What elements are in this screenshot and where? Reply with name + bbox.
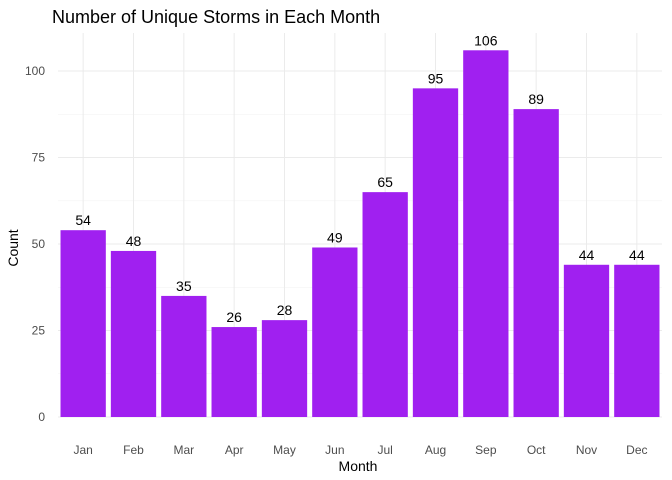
x-tick-label-apr: Apr <box>225 443 244 457</box>
bar-apr <box>211 327 257 417</box>
value-label-jan: 54 <box>75 212 91 228</box>
x-tick-label-may: May <box>273 443 296 457</box>
x-tick-label-jan: Jan <box>73 443 92 457</box>
x-axis-title: Month <box>339 458 378 474</box>
x-tick-label-aug: Aug <box>425 443 446 457</box>
x-tick-label-jul: Jul <box>377 443 392 457</box>
x-tick-label-dec: Dec <box>626 443 647 457</box>
bar-jun <box>312 247 358 417</box>
bar-jul <box>362 192 408 417</box>
y-axis-ticks: 0 25 50 75 100 <box>25 64 45 424</box>
value-labels: 54 48 35 26 28 49 65 95 106 89 44 44 <box>75 32 644 325</box>
bar-may <box>261 320 308 417</box>
value-label-nov: 44 <box>579 247 595 263</box>
y-tick-label: 0 <box>38 410 45 424</box>
x-tick-label-sep: Sep <box>475 443 497 457</box>
value-label-feb: 48 <box>126 233 142 249</box>
bar-nov <box>563 264 610 417</box>
value-label-oct: 89 <box>528 91 544 107</box>
value-label-dec: 44 <box>629 247 645 263</box>
value-label-sep: 106 <box>474 32 498 48</box>
x-tick-label-mar: Mar <box>173 443 194 457</box>
x-tick-label-nov: Nov <box>576 443 597 457</box>
y-tick-label: 50 <box>32 237 46 251</box>
bar-sep <box>463 50 509 417</box>
chart-title: Number of Unique Storms in Each Month <box>52 7 380 27</box>
bar-jan <box>60 230 106 417</box>
bar-dec <box>614 264 660 417</box>
value-label-aug: 95 <box>428 70 444 86</box>
x-tick-label-feb: Feb <box>123 443 144 457</box>
value-label-may: 28 <box>277 302 293 318</box>
value-label-mar: 35 <box>176 278 192 294</box>
x-axis-ticks: Jan Feb Mar Apr May Jun Jul Aug Sep Oct Nov Dec <box>73 443 647 457</box>
bar-feb <box>110 250 157 417</box>
value-label-apr: 26 <box>226 309 242 325</box>
bars <box>60 50 660 418</box>
bar-aug <box>412 88 459 417</box>
x-tick-label-oct: Oct <box>527 443 546 457</box>
y-tick-label: 100 <box>25 64 45 78</box>
y-tick-label: 25 <box>32 324 46 338</box>
value-label-jun: 49 <box>327 229 343 245</box>
x-tick-label-jun: Jun <box>325 443 344 457</box>
bar-oct <box>513 109 559 418</box>
bar-mar <box>161 295 207 417</box>
y-tick-label: 75 <box>32 151 46 165</box>
value-label-jul: 65 <box>377 174 393 190</box>
y-axis-title: Count <box>5 229 21 266</box>
